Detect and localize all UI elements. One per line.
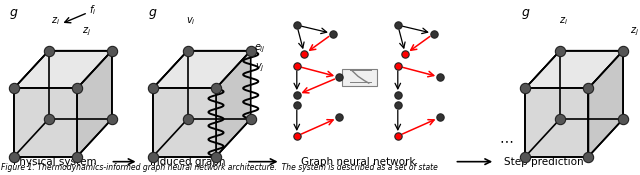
Text: $v_i$: $v_i$ [186,15,196,27]
Point [328,32,338,35]
Point [292,24,302,26]
Polygon shape [525,51,623,88]
Polygon shape [525,51,560,157]
Point [520,87,531,90]
Point [400,53,410,55]
Text: $f_i$: $f_i$ [89,3,97,17]
Polygon shape [153,88,216,157]
Polygon shape [153,51,251,88]
Point [72,155,83,158]
Point [182,49,193,52]
Text: $v_j$: $v_j$ [255,62,265,74]
Point [9,87,19,90]
Point [44,118,54,120]
Point [334,116,344,119]
Point [435,76,445,79]
Point [182,118,193,120]
Point [393,65,403,67]
Point [211,87,221,90]
Point [246,118,256,120]
FancyBboxPatch shape [342,69,377,86]
Polygon shape [14,51,112,88]
Point [618,118,628,120]
Point [435,116,445,119]
Point [292,94,302,96]
Polygon shape [77,51,112,157]
Text: $e_{ij}$: $e_{ij}$ [254,43,266,55]
Point [583,155,593,158]
Point [148,155,158,158]
Polygon shape [14,51,49,157]
Polygon shape [525,88,588,157]
Point [292,104,302,107]
Point [618,49,628,52]
Text: $z_i$: $z_i$ [51,15,60,27]
Point [393,135,403,137]
Point [393,94,403,96]
Point [393,24,403,26]
Point [107,49,117,52]
Point [9,155,19,158]
Text: $z_j$: $z_j$ [630,26,639,38]
Text: $g$: $g$ [520,7,530,21]
Point [429,32,439,35]
Text: Figure 1: Thermodynamics-informed graph neural network architecture.  The system: Figure 1: Thermodynamics-informed graph … [1,163,438,172]
Text: $\cdots$: $\cdots$ [499,133,513,147]
Point [555,49,565,52]
Text: $g$: $g$ [148,7,157,21]
Point [148,87,158,90]
Text: Graph neural network: Graph neural network [301,157,415,167]
Point [520,155,531,158]
Point [107,118,117,120]
Polygon shape [153,51,188,157]
Point [246,49,256,52]
Point [292,135,302,137]
Polygon shape [588,51,623,157]
Point [44,49,54,52]
Text: Physical system: Physical system [13,157,97,167]
Polygon shape [216,51,251,157]
Text: $z_j$: $z_j$ [82,26,91,38]
Text: Step prediction: Step prediction [504,157,584,167]
Text: Induced graph: Induced graph [150,157,225,167]
Point [211,155,221,158]
Point [292,65,302,67]
Text: $z_i$: $z_i$ [559,15,568,27]
Point [300,53,310,55]
Polygon shape [14,88,77,157]
Point [583,87,593,90]
Point [555,118,565,120]
Point [334,76,344,79]
Point [72,87,83,90]
Point [393,104,403,107]
Text: $g$: $g$ [10,7,19,21]
